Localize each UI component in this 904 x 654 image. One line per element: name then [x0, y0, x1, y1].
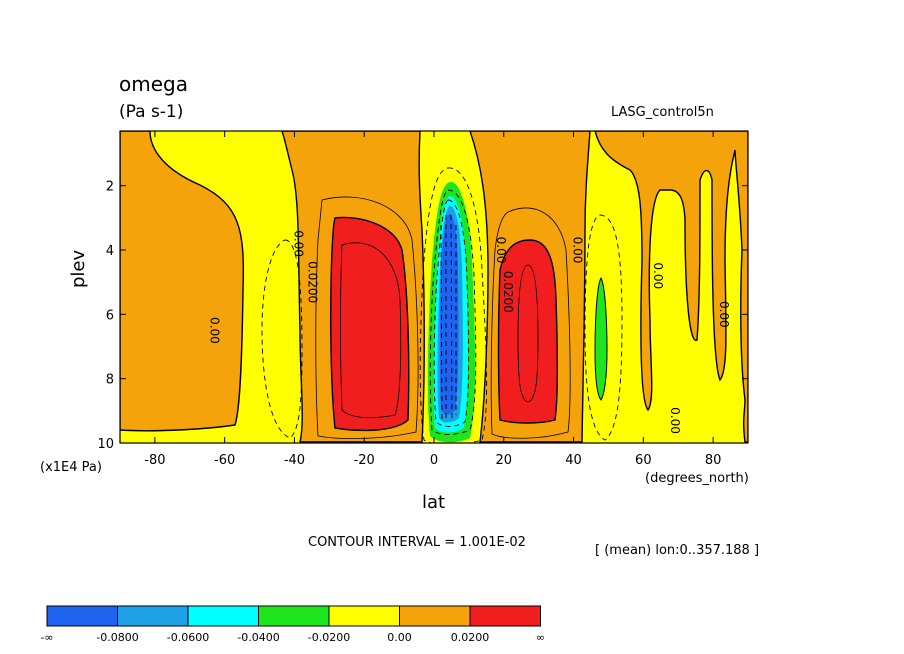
- region-green-48n: [594, 276, 608, 401]
- y-tick-label: 6: [106, 308, 114, 323]
- legend-label: -0.0600: [167, 631, 209, 644]
- x-tick-label: 80: [705, 453, 722, 468]
- thin-contours: [315, 196, 571, 440]
- legend-label: -0.0400: [237, 631, 279, 644]
- source-label: LASG_control5n: [611, 105, 714, 120]
- legend-label: -0.0200: [308, 631, 350, 644]
- legend-label: -∞: [40, 631, 53, 644]
- legend-swatch: [258, 605, 330, 627]
- x-tick-label: -40: [284, 453, 305, 468]
- x-tick-label: 60: [635, 453, 652, 468]
- y-tick-label: 4: [106, 244, 114, 259]
- legend-swatch: [399, 605, 471, 627]
- legend-label: ∞: [536, 631, 545, 644]
- contour-label: 0.0200: [501, 271, 515, 313]
- contour-label: 0.00: [494, 237, 508, 264]
- x-tick-label: 20: [496, 453, 513, 468]
- contour-interval-text: CONTOUR INTERVAL = 1.001E-02: [308, 535, 526, 550]
- legend-swatch: [46, 605, 118, 627]
- color-legend: -∞ -0.0800 -0.0600 -0.0400 -0.0200 0.00 0.0200…: [40, 605, 545, 644]
- region-red-left: [330, 216, 410, 432]
- y-tick-label: 2: [106, 180, 114, 195]
- contour-fill-layer: [120, 131, 748, 443]
- y-tick-group: 2 4 6 8 10: [97, 180, 748, 452]
- legend-label: -0.0800: [96, 631, 138, 644]
- contour-label: 0.00: [291, 230, 305, 257]
- region-blue-core: [439, 214, 459, 415]
- legend-swatch: [469, 605, 541, 627]
- region-red-right: [497, 239, 559, 424]
- y-tick-label: 10: [97, 437, 114, 452]
- contour-label: 0.00: [208, 317, 222, 344]
- legend-swatch: [328, 605, 400, 627]
- region-orange-left: [120, 131, 245, 432]
- chart-units: (Pa s-1): [119, 102, 184, 122]
- legend-swatch: [187, 605, 259, 627]
- y-tick-label: 8: [106, 373, 114, 388]
- legend-label: 0.0200: [451, 631, 490, 644]
- x-tick-group: -80 -60 -40 -20 0 20 40 60 80: [144, 131, 721, 468]
- contour-label: 0.00: [651, 262, 665, 289]
- contour-label: 0.00: [717, 301, 731, 328]
- x-tick-label: -80: [144, 453, 165, 468]
- mean-lon-text: [ (mean) lon:0..357.188 ]: [595, 543, 760, 558]
- y-axis-units: (x1E4 Pa): [40, 460, 102, 475]
- x-axis-label: lat: [422, 492, 446, 513]
- x-tick-label: -60: [214, 453, 235, 468]
- x-axis-units: (degrees_north): [645, 471, 749, 486]
- x-tick-label: -20: [354, 453, 375, 468]
- region-orange-far-right: [594, 131, 748, 443]
- x-tick-label: 40: [565, 453, 582, 468]
- contour-label: 0.00: [571, 237, 585, 264]
- chart-title: omega: [119, 72, 188, 96]
- legend-label: 0.00: [387, 631, 412, 644]
- contour-label: 0.00: [668, 407, 682, 434]
- contour-label: 0.0200: [305, 261, 319, 303]
- y-axis-label: plev: [68, 249, 89, 288]
- x-tick-label: 0: [430, 453, 438, 468]
- legend-swatch: [117, 605, 189, 627]
- dashed-contours: [261, 167, 623, 443]
